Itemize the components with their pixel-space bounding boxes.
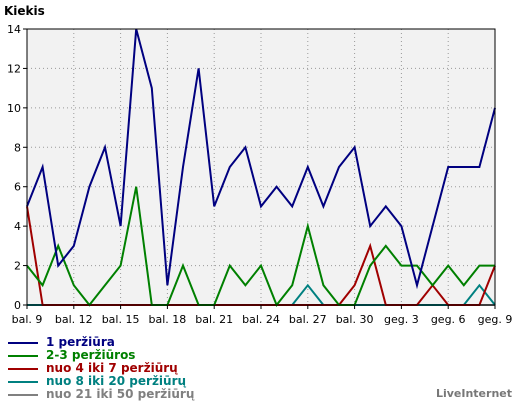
legend-swatch [8,355,38,357]
x-tick-label: bal. 12 [55,313,93,326]
legend-label: nuo 8 iki 20 peržiūrų [46,374,187,388]
y-tick-label: 6 [14,181,21,194]
x-tick-label: bal. 30 [336,313,374,326]
legend-swatch [8,381,38,383]
y-tick-label: 4 [14,220,21,233]
y-tick-label: 0 [14,299,21,312]
y-tick-label: 8 [14,141,21,154]
y-tick-label: 2 [14,260,21,273]
legend-label: nuo 4 iki 7 peržiūrų [46,361,178,375]
y-axis-title: Kiekis [4,4,45,18]
legend-swatch [8,342,38,344]
x-tick-label: geg. 9 [478,313,513,326]
legend-label: 2-3 peržiūros [46,348,136,362]
legend-swatch [8,394,38,396]
legend-label: 1 peržiūra [46,335,115,349]
legend-swatch [8,368,38,370]
x-tick-label: bal. 18 [149,313,187,326]
x-tick-label: geg. 6 [431,313,466,326]
y-tick-label: 12 [7,62,21,75]
x-tick-label: geg. 3 [384,313,419,326]
legend-label: nuo 21 iki 50 peržiūrų [46,387,195,401]
y-tick-label: 14 [7,23,21,36]
series-line [26,186,495,307]
series-line [26,28,496,290]
plot-background [27,29,495,305]
brand-label: LiveInternet [435,387,512,400]
x-tick-label: bal. 24 [242,313,280,326]
y-tick-label: 10 [7,102,21,115]
x-tick-label: bal. 9 [12,313,43,326]
x-tick-label: bal. 27 [289,313,327,326]
x-tick-label: bal. 15 [102,313,140,326]
x-tick-label: bal. 21 [195,313,233,326]
